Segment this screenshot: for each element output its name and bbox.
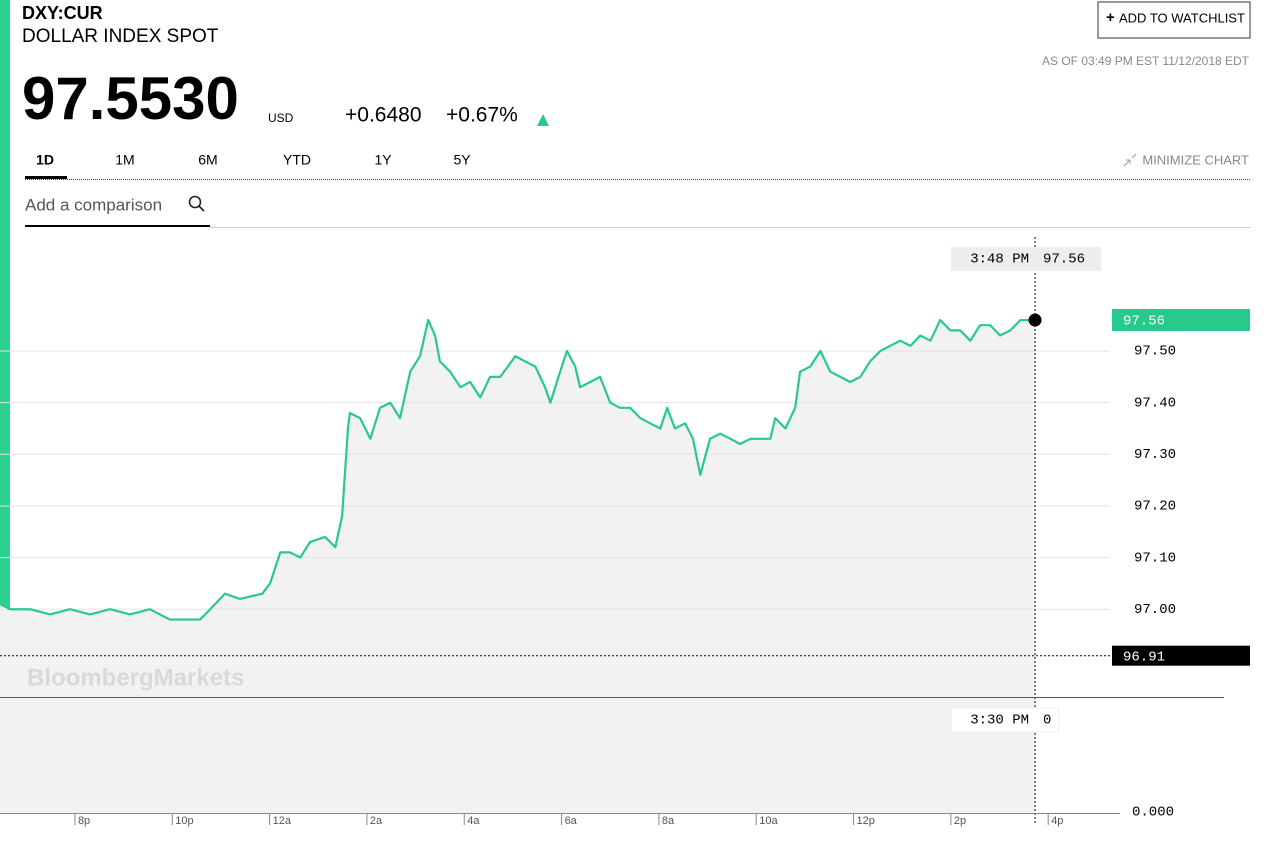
- volume-time: 3:30 PM: [970, 713, 1029, 729]
- previous-close-badge: [1112, 645, 1250, 666]
- volume-panel-bg: [0, 697, 1036, 813]
- search-placeholder: Add a comparison: [25, 195, 162, 214]
- x-tick-label: 2p: [954, 815, 966, 827]
- x-tick-label: 4p: [1051, 815, 1063, 827]
- change: +0.6480: [345, 104, 422, 127]
- watchlist-button[interactable]: + ADD TO WATCHLIST: [1097, 1, 1251, 39]
- minimize-label: MINIMIZE CHART: [1142, 152, 1249, 167]
- watermark: BloombergMarkets: [27, 664, 244, 691]
- up-arrow: [537, 114, 549, 126]
- price-line: [0, 318, 1036, 621]
- volume-tick-label: 0.000: [1132, 805, 1174, 821]
- x-tick-label: 10a: [759, 815, 778, 827]
- range-tab[interactable]: 1D: [36, 152, 54, 168]
- y-tick-label: 97.10: [1134, 550, 1176, 566]
- active-tab-underline: [25, 176, 67, 179]
- accent-bar: [0, 0, 10, 610]
- crosshair-tooltip: [951, 247, 1101, 271]
- x-tick-label: 12p: [857, 815, 875, 827]
- change-percent: +0.67%: [446, 104, 518, 127]
- volume-value: 0: [1043, 713, 1051, 729]
- x-tick-label: 2a: [370, 815, 383, 827]
- minimize-icon: [1123, 153, 1137, 167]
- currency: USD: [268, 111, 294, 125]
- search-icon: [188, 195, 202, 209]
- range-tab[interactable]: 5Y: [453, 152, 471, 168]
- x-tick-label: 8p: [78, 815, 90, 827]
- crosshair-time: 3:48 PM: [970, 252, 1029, 268]
- as-of: AS OF 03:49 PM EST 11/12/2018 EDT: [1042, 54, 1250, 68]
- previous-close-label: 96.91: [1123, 649, 1165, 665]
- y-tick-label: 97.30: [1134, 447, 1176, 463]
- range-tab[interactable]: 1M: [115, 152, 134, 168]
- search-icon-handle: [198, 205, 205, 212]
- ticker: DXY:CUR: [22, 3, 103, 23]
- button-frame: [1097, 1, 1251, 39]
- minimize-chart[interactable]: MINIMIZE CHART: [1123, 152, 1249, 167]
- x-tick-label: 6a: [565, 815, 578, 827]
- x-tick-label: 12a: [273, 815, 292, 827]
- y-tick-label: 97.50: [1134, 344, 1176, 360]
- x-tick-label: 4a: [467, 815, 480, 827]
- crosshair-value: 97.56: [1043, 252, 1085, 268]
- plus-icon: +: [1106, 9, 1115, 26]
- range-tabs: 1D 1M 6M YTD 1Y 5Y: [36, 152, 471, 168]
- x-tick-label: 8a: [662, 815, 675, 827]
- comparison-search[interactable]: Add a comparison: [25, 195, 210, 227]
- range-tab[interactable]: YTD: [283, 152, 311, 168]
- price-chart: 97.00 97.10 97.20 97.30 97.40 97.50 BloombergM…: [0, 237, 1250, 827]
- y-tick-label: 97.20: [1134, 499, 1176, 515]
- range-tab[interactable]: 6M: [198, 152, 217, 168]
- last-point: [1028, 313, 1042, 327]
- y-tick-label: 97.40: [1134, 395, 1176, 411]
- security-name: DOLLAR INDEX SPOT: [22, 26, 219, 47]
- last-price-label: 97.56: [1123, 314, 1165, 330]
- y-tick-label: 97.00: [1134, 602, 1176, 618]
- last-price-badge: [1112, 309, 1250, 332]
- price-area: [0, 320, 1036, 697]
- button-label: ADD TO WATCHLIST: [1119, 10, 1245, 25]
- range-tab[interactable]: 1Y: [374, 152, 392, 168]
- search-underline: [25, 225, 210, 227]
- price: 97.5530: [22, 65, 239, 132]
- x-tick-label: 10p: [175, 815, 193, 827]
- volume-tooltip: [950, 707, 1060, 733]
